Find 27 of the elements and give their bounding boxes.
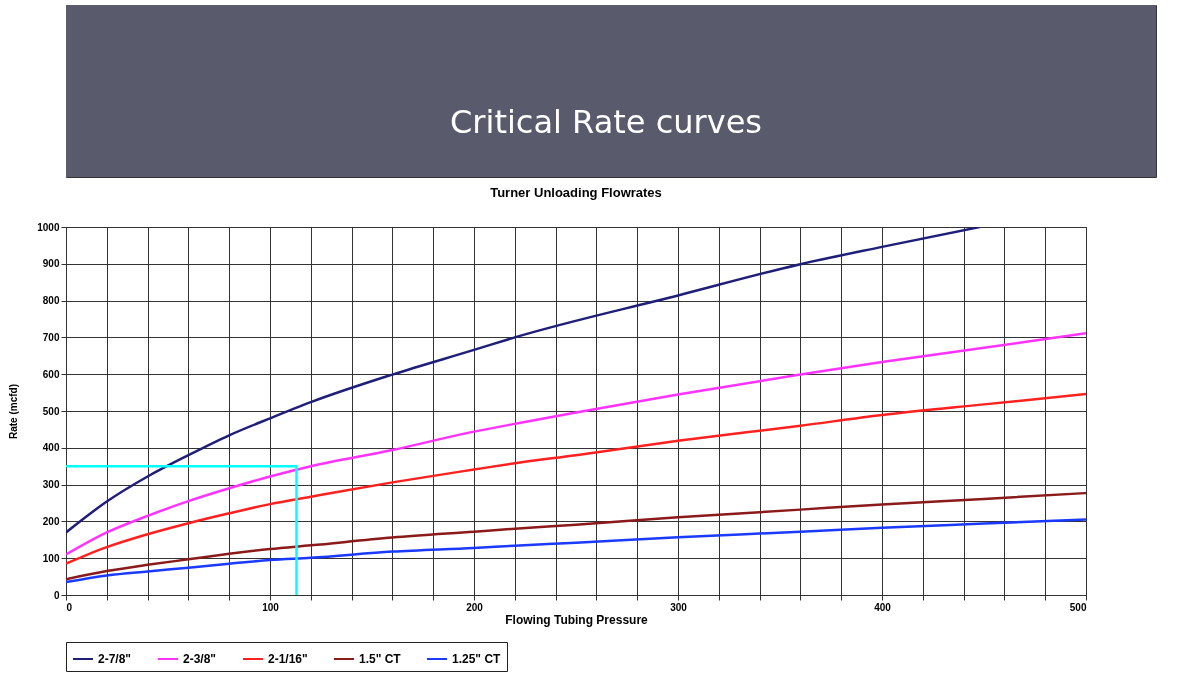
chart-subtitle: Turner Unloading Flowrates [490,185,662,200]
legend-label: 2-1/16" [268,652,308,666]
y-axis-title: Rate (mcfd) [8,383,20,440]
y-tick-label: 700 [42,331,60,343]
y-tick-label: 100 [42,552,60,564]
x-tick-label: 200 [466,601,484,613]
x-tick-label: 0 [66,601,73,613]
y-tick-label: 1000 [37,221,60,233]
line-series [66,227,982,534]
legend-label: 2-3/8" [183,652,217,666]
y-tick-label: 200 [42,515,60,527]
x-axis-title: Flowing Tubing Pressure [505,612,649,627]
y-tick-label: 800 [42,295,60,307]
y-tick-label: 0 [53,589,60,601]
y-tick-label: 400 [42,442,60,454]
x-tick-label: 100 [262,601,280,613]
chart-title: Critical Rate curves [450,103,762,141]
x-tick-label: 300 [670,601,688,613]
legend-label: 2-7/8" [98,652,132,666]
y-tick-label: 500 [42,405,60,417]
y-tick-label: 300 [42,479,60,491]
y-tick-label: 600 [42,368,60,380]
legend-label: 1.25" CT [452,652,502,666]
x-tick-label: 400 [874,601,892,613]
y-tick-label: 900 [42,258,60,270]
legend-label: 1.5" CT [359,652,402,666]
x-tick-label: 500 [1069,601,1087,613]
